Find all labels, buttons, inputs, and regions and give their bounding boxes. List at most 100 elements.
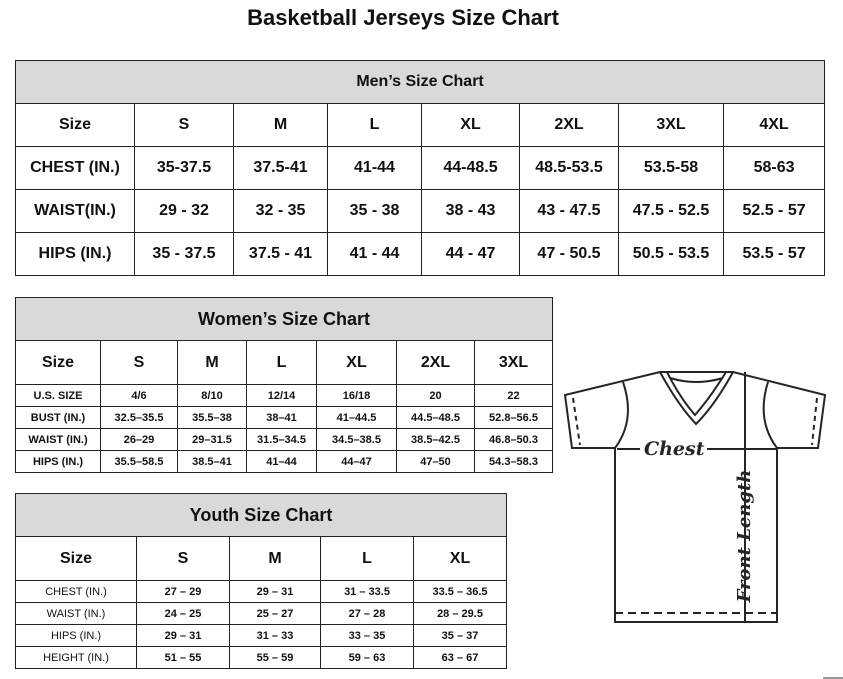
size-column-header: S bbox=[136, 536, 230, 581]
mens-size-table: Men’s Size Chart Size S M L XL 2XL 3XL 4XL CHEST … bbox=[14, 60, 826, 276]
row-label: WAIST (IN.) bbox=[15, 602, 137, 625]
row-label: HEIGHT (IN.) bbox=[15, 646, 137, 669]
table-cell: 35 – 37 bbox=[412, 624, 508, 647]
table-row: WAIST (IN.) 26–29 29–31.5 31.5–34.5 34.5–38.… bbox=[15, 428, 554, 451]
table-cell: 54.3–58.3 bbox=[473, 450, 554, 473]
size-header-row: Size S M L XL 2XL 3XL bbox=[15, 340, 554, 385]
table-cell: 59 – 63 bbox=[320, 646, 414, 669]
table-cell: 41–44 bbox=[246, 450, 317, 473]
table-cell: 26–29 bbox=[100, 428, 178, 451]
row-label: WAIST(IN.) bbox=[15, 189, 135, 233]
row-label: HIPS (IN.) bbox=[15, 232, 135, 276]
table-cell: 34.5–38.5 bbox=[316, 428, 397, 451]
size-column-header: 4XL bbox=[722, 103, 826, 147]
table-cell: 44-48.5 bbox=[421, 146, 520, 190]
jersey-measurement-diagram: Chest Front Length bbox=[563, 371, 827, 623]
size-column-header: M bbox=[233, 103, 328, 147]
table-cell: 29–31.5 bbox=[177, 428, 247, 451]
table-cell: 50.5 - 53.5 bbox=[618, 232, 724, 276]
table-cell: 33.5 – 36.5 bbox=[412, 580, 508, 603]
size-column-header: 3XL bbox=[618, 103, 724, 147]
table-cell: 47 - 50.5 bbox=[519, 232, 619, 276]
row-label: U.S. SIZE bbox=[15, 384, 101, 407]
table-cell: 27 – 29 bbox=[136, 580, 230, 603]
table-cell: 41–44.5 bbox=[316, 406, 397, 429]
row-label: Size bbox=[15, 103, 135, 147]
table-cell: 44–47 bbox=[316, 450, 397, 473]
table-cell: 35.5–38 bbox=[177, 406, 247, 429]
table-cell: 33 – 35 bbox=[320, 624, 414, 647]
table-cell: 38–41 bbox=[246, 406, 317, 429]
table-cell: 29 – 31 bbox=[136, 624, 230, 647]
table-cell: 31 – 33 bbox=[229, 624, 321, 647]
table-cell: 41 - 44 bbox=[327, 232, 422, 276]
row-label: Size bbox=[15, 536, 137, 581]
table-row: WAIST(IN.) 29 - 32 32 - 35 35 - 38 38 - 43 43… bbox=[15, 189, 826, 233]
size-column-header: XL bbox=[316, 340, 397, 385]
table-cell: 47.5 - 52.5 bbox=[618, 189, 724, 233]
chest-label: Chest bbox=[644, 438, 705, 460]
row-label: Size bbox=[15, 340, 101, 385]
table-row: HEIGHT (IN.) 51 – 55 55 – 59 59 – 63 63 – 67 bbox=[15, 646, 508, 669]
table-cell: 44.5–48.5 bbox=[396, 406, 475, 429]
table-cell: 16/18 bbox=[316, 384, 397, 407]
table-cell: 46.8–50.3 bbox=[473, 428, 554, 451]
shirt-outline bbox=[563, 371, 827, 623]
youth-chart-heading: Youth Size Chart bbox=[14, 493, 508, 537]
table-cell: 24 – 25 bbox=[136, 602, 230, 625]
table-cell: 35 - 38 bbox=[327, 189, 422, 233]
page-title: Basketball Jerseys Size Chart bbox=[247, 5, 559, 30]
table-row: HIPS (IN.) 35.5–58.5 38.5–41 41–44 44–47 47–5… bbox=[15, 450, 554, 473]
left-armhole bbox=[614, 381, 629, 449]
table-cell: 35 - 37.5 bbox=[134, 232, 234, 276]
table-cell: 52.5 - 57 bbox=[722, 189, 826, 233]
size-header-row: Size S M L XL 2XL 3XL 4XL bbox=[15, 103, 826, 147]
table-row: HIPS (IN.) 29 – 31 31 – 33 33 – 35 35 – 37 bbox=[15, 624, 508, 647]
size-column-header: 3XL bbox=[473, 340, 554, 385]
table-cell: 48.5-53.5 bbox=[519, 146, 619, 190]
table-cell: 38.5–42.5 bbox=[396, 428, 475, 451]
size-column-header: L bbox=[320, 536, 414, 581]
size-header-row: Size S M L XL bbox=[15, 536, 508, 581]
table-cell: 28 – 29.5 bbox=[412, 602, 508, 625]
table-cell: 55 – 59 bbox=[229, 646, 321, 669]
front-length-label: Front Length bbox=[734, 470, 755, 604]
size-column-header: S bbox=[134, 103, 234, 147]
table-cell: 44 - 47 bbox=[421, 232, 520, 276]
table-cell: 8/10 bbox=[177, 384, 247, 407]
table-row: BUST (IN.) 32.5–35.5 35.5–38 38–41 41–44.5 44… bbox=[15, 406, 554, 429]
table-row: CHEST (IN.) 35-37.5 37.5-41 41-44 44-48.5 48.… bbox=[15, 146, 826, 190]
neckline bbox=[659, 371, 734, 426]
size-column-header: XL bbox=[412, 536, 508, 581]
table-cell: 31 – 33.5 bbox=[320, 580, 414, 603]
row-label: BUST (IN.) bbox=[15, 406, 101, 429]
size-column-header: M bbox=[229, 536, 321, 581]
table-row: HIPS (IN.) 35 - 37.5 37.5 - 41 41 - 44 44 - … bbox=[15, 232, 826, 276]
table-cell: 20 bbox=[396, 384, 475, 407]
table-cell: 52.8–56.5 bbox=[473, 406, 554, 429]
table-cell: 51 – 55 bbox=[136, 646, 230, 669]
size-column-header: 2XL bbox=[519, 103, 619, 147]
table-cell: 35-37.5 bbox=[134, 146, 234, 190]
table-cell: 53.5 - 57 bbox=[722, 232, 826, 276]
size-column-header: L bbox=[327, 103, 422, 147]
row-label: HIPS (IN.) bbox=[15, 624, 137, 647]
table-cell: 4/6 bbox=[100, 384, 178, 407]
corner-mark bbox=[823, 677, 843, 679]
row-label: HIPS (IN.) bbox=[15, 450, 101, 473]
row-label: WAIST (IN.) bbox=[15, 428, 101, 451]
table-cell: 35.5–58.5 bbox=[100, 450, 178, 473]
table-cell: 31.5–34.5 bbox=[246, 428, 317, 451]
mens-chart-heading: Men’s Size Chart bbox=[14, 60, 826, 104]
table-cell: 58-63 bbox=[722, 146, 826, 190]
table-cell: 27 – 28 bbox=[320, 602, 414, 625]
table-cell: 43 - 47.5 bbox=[519, 189, 619, 233]
womens-size-table: Women’s Size Chart Size S M L XL 2XL 3XL U.S. SI… bbox=[14, 297, 554, 473]
collar-inner bbox=[666, 371, 727, 417]
table-row: U.S. SIZE 4/6 8/10 12/14 16/18 20 22 bbox=[15, 384, 554, 407]
table-cell: 25 – 27 bbox=[229, 602, 321, 625]
table-cell: 37.5 - 41 bbox=[233, 232, 328, 276]
row-label: CHEST (IN.) bbox=[15, 580, 137, 603]
table-cell: 22 bbox=[473, 384, 554, 407]
table-cell: 29 – 31 bbox=[229, 580, 321, 603]
